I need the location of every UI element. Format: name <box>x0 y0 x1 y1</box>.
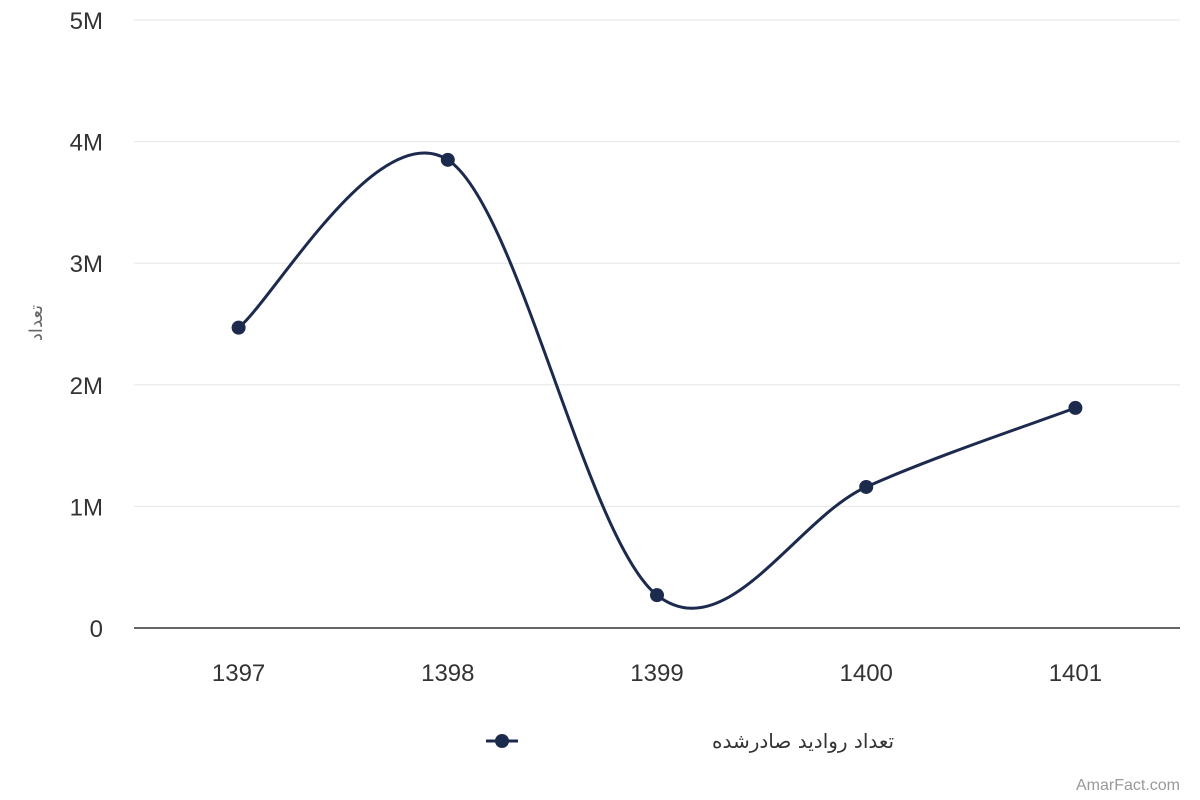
y-tick-label-3: 3M <box>70 251 103 278</box>
credit-text[interactable]: AmarFact.com <box>1076 777 1180 794</box>
series-line-0 <box>237 151 1076 610</box>
data-point-1398 <box>440 152 455 167</box>
y-tick-label-4: 4M <box>70 130 103 157</box>
y-tick-label-1: 1M <box>70 494 103 521</box>
y-tick-label-2: 2M <box>70 373 103 400</box>
legend-label: تعداد روادید صادرشده <box>712 729 894 753</box>
data-point-1397 <box>231 320 246 335</box>
y-tick-label-0: 0 <box>90 616 103 643</box>
y-axis-title: تعداد <box>26 305 47 341</box>
y-tick-label-5: 5M <box>70 8 103 35</box>
x-tick-label-1399: 1399 <box>630 660 683 687</box>
x-tick-label-1401: 1401 <box>1049 660 1102 687</box>
y-axis-ticks: 0 1M 2M 3M 4M 5M <box>70 8 103 643</box>
series-layer <box>231 151 1083 610</box>
legend[interactable]: تعداد روادید صادرشده <box>486 729 894 753</box>
gridlines <box>134 19 1180 629</box>
x-tick-label-1397: 1397 <box>212 660 265 687</box>
data-point-1399 <box>650 588 664 603</box>
x-tick-label-1400: 1400 <box>840 660 893 687</box>
x-axis-ticks: 1397 1398 1399 1400 1401 <box>212 660 1102 687</box>
data-point-1400 <box>859 479 874 494</box>
legend-marker <box>495 734 509 748</box>
x-tick-label-1398: 1398 <box>421 660 474 687</box>
data-point-1401 <box>1068 400 1083 415</box>
